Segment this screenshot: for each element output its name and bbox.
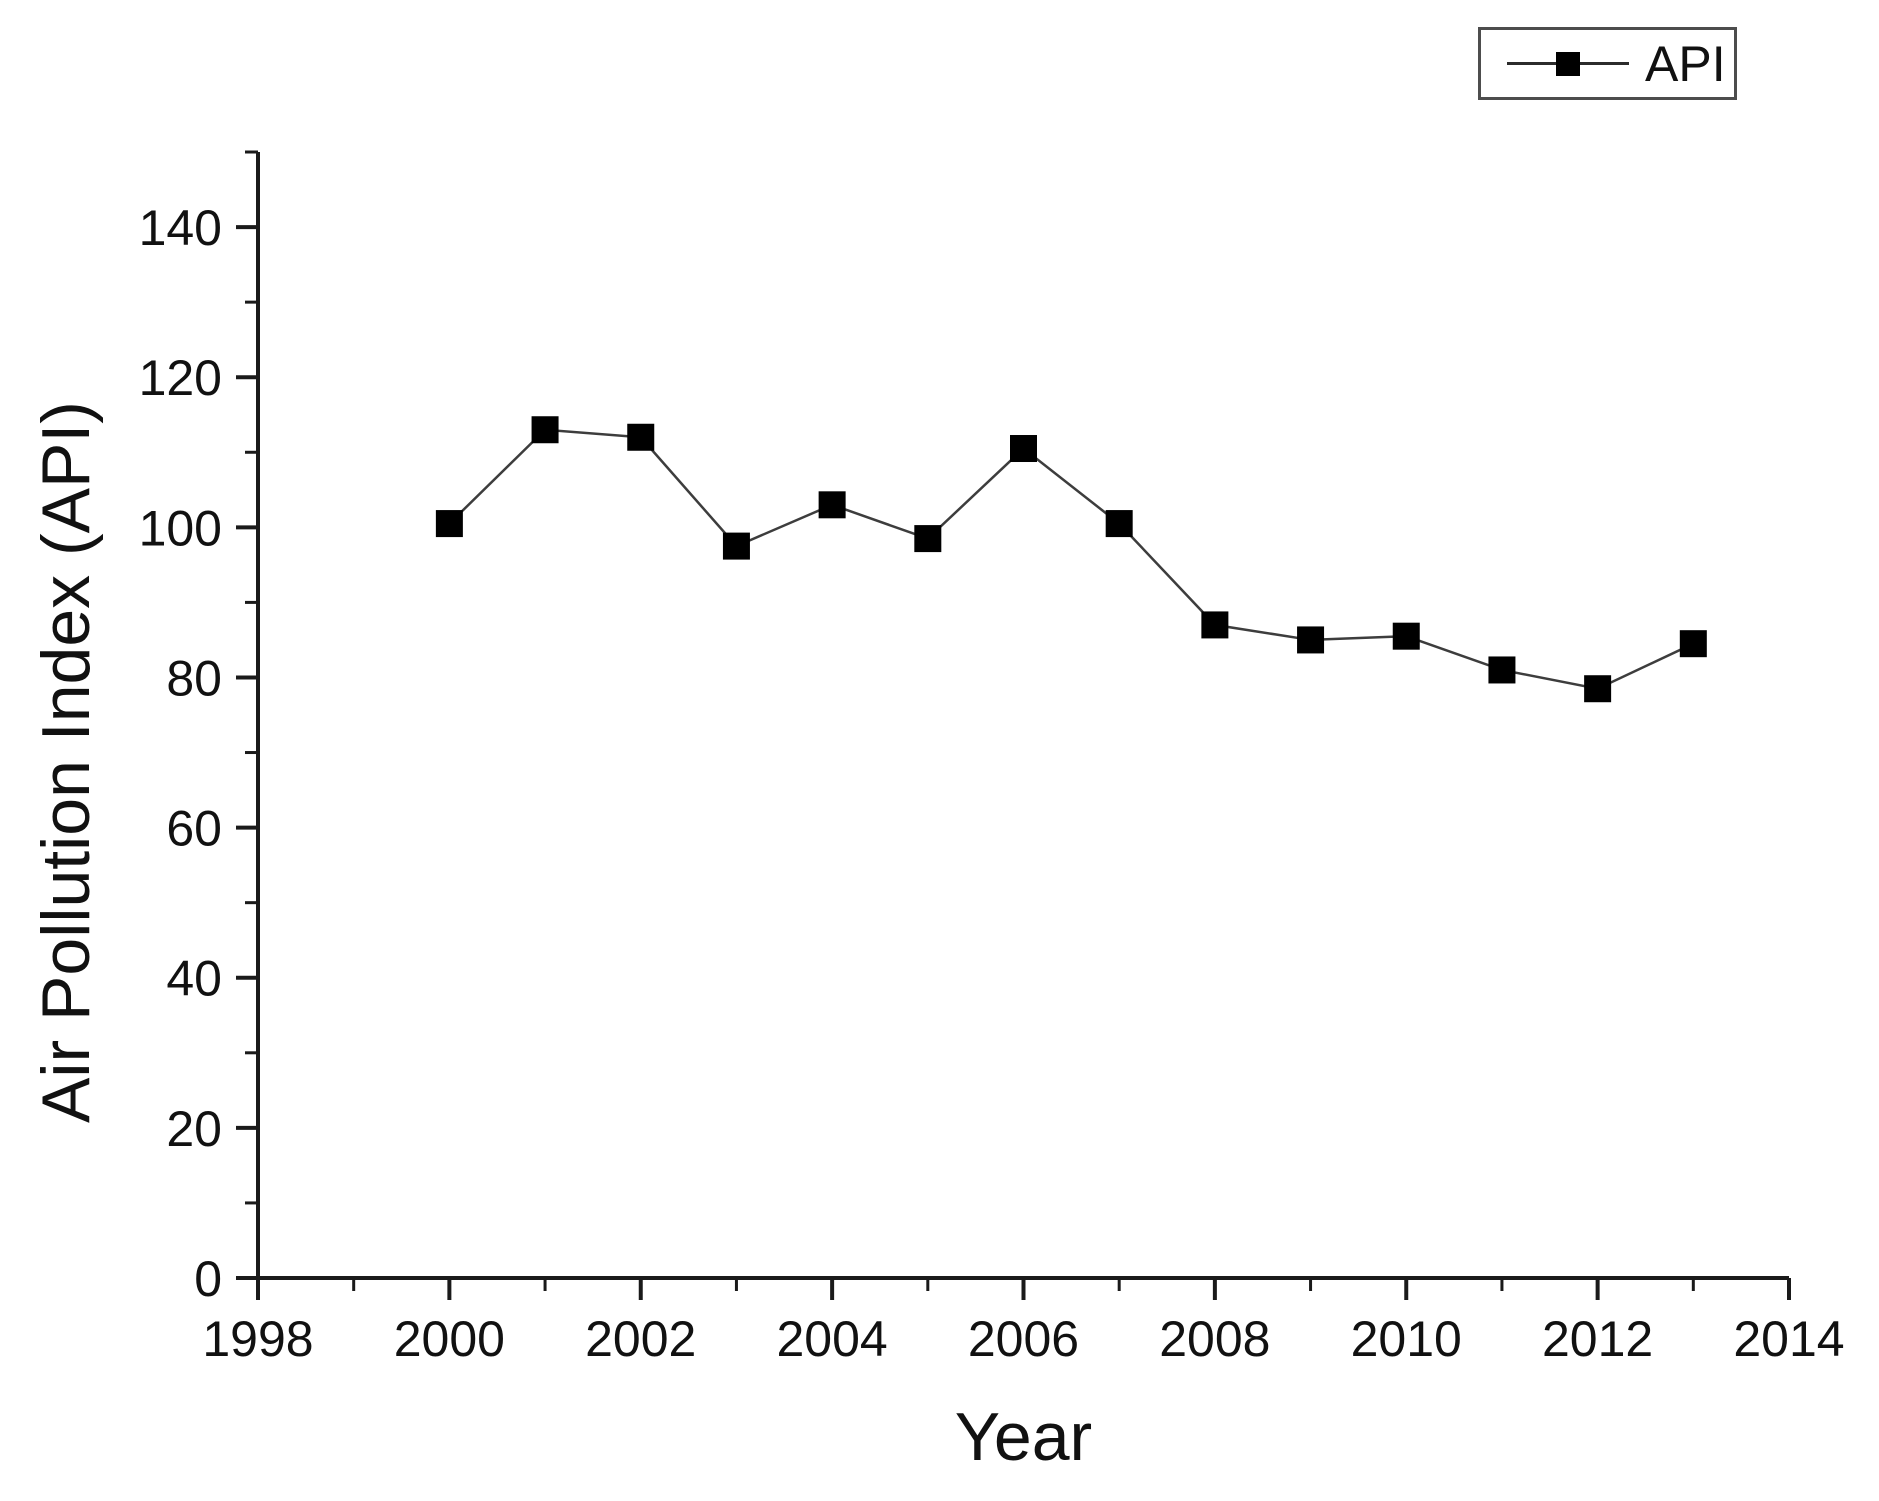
legend-box: API — [1478, 27, 1737, 100]
data-point-marker — [435, 510, 463, 538]
series-line — [448, 428, 1694, 691]
y-tick-label: 60 — [166, 801, 222, 857]
x-tick-label: 2004 — [777, 1311, 888, 1367]
data-point-marker — [1392, 622, 1420, 650]
x-tick-label: 1998 — [202, 1311, 313, 1367]
x-axis-title: Year — [954, 1399, 1093, 1475]
data-point-marker — [531, 416, 559, 444]
y-tick-label: 80 — [166, 650, 222, 706]
data-point-marker — [1679, 630, 1707, 658]
y-tick-label: 0 — [194, 1251, 222, 1307]
y-tick-label: 100 — [139, 500, 222, 556]
data-point-marker — [1297, 626, 1325, 654]
x-tick-label: 2002 — [585, 1311, 696, 1367]
y-tick-label: 140 — [139, 200, 222, 256]
y-tick-label: 40 — [166, 951, 222, 1007]
data-point-marker — [1584, 675, 1612, 703]
x-tick-label: 2000 — [394, 1311, 505, 1367]
x-tick-label: 2008 — [1159, 1311, 1270, 1367]
x-tick-label: 2014 — [1733, 1311, 1844, 1367]
data-point-marker — [1488, 656, 1516, 684]
data-point-marker — [722, 532, 750, 560]
x-tick-label: 2006 — [968, 1311, 1079, 1367]
data-point-marker — [1201, 611, 1229, 639]
y-tick-label: 20 — [166, 1101, 222, 1157]
legend-square-marker-icon — [1556, 51, 1580, 76]
y-axis-title: Air Pollution Index (API) — [28, 401, 104, 1123]
data-point-marker — [1010, 435, 1037, 463]
x-tick-label: 2010 — [1351, 1311, 1462, 1367]
data-point-marker — [914, 525, 942, 553]
data-point-marker — [627, 423, 655, 451]
data-point-marker — [818, 491, 846, 519]
x-tick-label: 2012 — [1542, 1311, 1653, 1367]
y-tick-label: 120 — [139, 350, 222, 406]
legend-series-label: API — [1645, 35, 1726, 92]
legend-line-square-icon — [1507, 51, 1629, 77]
data-point-marker — [1105, 510, 1133, 538]
